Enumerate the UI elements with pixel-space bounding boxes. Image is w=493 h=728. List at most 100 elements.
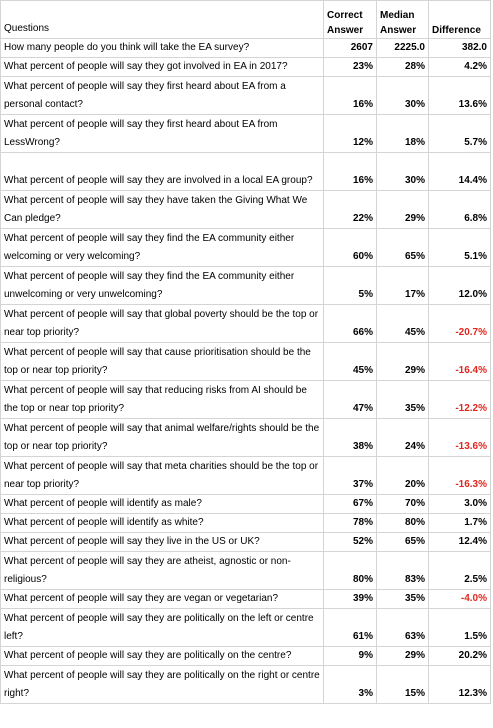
- correct-answer-cell: 78%: [323, 513, 377, 533]
- correct-answer-cell: 47%: [323, 380, 377, 419]
- table-row: What percent of people will say they are…: [0, 646, 491, 666]
- correct-answer-cell: 60%: [323, 228, 377, 267]
- table-row: What percent of people will say they liv…: [0, 532, 491, 552]
- header-median-answer: Median Answer: [376, 0, 429, 39]
- median-answer-cell: 65%: [376, 228, 429, 267]
- question-cell: What percent of people will say that cau…: [0, 342, 324, 381]
- table-row: What percent of people will say they are…: [0, 589, 491, 609]
- median-answer-cell: 63%: [376, 608, 429, 647]
- header-difference: Difference: [428, 0, 491, 39]
- correct-answer-cell: 3%: [323, 665, 377, 704]
- table-row: What percent of people will say they are…: [0, 152, 491, 191]
- difference-cell: 1.7%: [428, 513, 491, 533]
- difference-cell: -13.6%: [428, 418, 491, 457]
- median-answer-cell: 17%: [376, 266, 429, 305]
- question-cell: What percent of people will say they got…: [0, 57, 324, 77]
- question-cell: What percent of people will say they fin…: [0, 266, 324, 305]
- question-cell: How many people do you think will take t…: [0, 38, 324, 58]
- question-cell: What percent of people will say they fir…: [0, 114, 324, 153]
- median-answer-cell: 20%: [376, 456, 429, 495]
- median-answer-cell: 80%: [376, 513, 429, 533]
- table-row: What percent of people will say they hav…: [0, 190, 491, 229]
- table-body: Questions Correct Answer Median Answer D…: [0, 0, 491, 704]
- correct-answer-cell: 16%: [323, 152, 377, 191]
- difference-cell: 4.2%: [428, 57, 491, 77]
- median-answer-cell: 29%: [376, 342, 429, 381]
- correct-answer-cell: 52%: [323, 532, 377, 552]
- question-cell: What percent of people will say they are…: [0, 646, 324, 666]
- median-answer-cell: 83%: [376, 551, 429, 590]
- median-answer-cell: 45%: [376, 304, 429, 343]
- difference-cell: 5.1%: [428, 228, 491, 267]
- correct-answer-cell: 12%: [323, 114, 377, 153]
- header-correct-answer: Correct Answer: [323, 0, 377, 39]
- correct-answer-cell: 22%: [323, 190, 377, 229]
- question-cell: What percent of people will say that glo…: [0, 304, 324, 343]
- question-cell: What percent of people will say they liv…: [0, 532, 324, 552]
- difference-cell: 382.0: [428, 38, 491, 58]
- table-row: What percent of people will say they fir…: [0, 114, 491, 153]
- difference-cell: 14.4%: [428, 152, 491, 191]
- median-answer-cell: 35%: [376, 589, 429, 609]
- table-row: How many people do you think will take t…: [0, 38, 491, 58]
- correct-answer-cell: 80%: [323, 551, 377, 590]
- question-cell: What percent of people will say they hav…: [0, 190, 324, 229]
- question-cell: What percent of people will say that met…: [0, 456, 324, 495]
- question-cell: What percent of people will say they are…: [0, 152, 324, 191]
- table-row: What percent of people will say they are…: [0, 551, 491, 590]
- table-row: What percent of people will say that ani…: [0, 418, 491, 457]
- difference-cell: 20.2%: [428, 646, 491, 666]
- difference-cell: -20.7%: [428, 304, 491, 343]
- difference-cell: 5.7%: [428, 114, 491, 153]
- correct-answer-cell: 39%: [323, 589, 377, 609]
- table-row: What percent of people will say they got…: [0, 57, 491, 77]
- table-row: What percent of people will say that met…: [0, 456, 491, 495]
- correct-answer-cell: 5%: [323, 266, 377, 305]
- difference-cell: 12.4%: [428, 532, 491, 552]
- table-row: What percent of people will say that cau…: [0, 342, 491, 381]
- table-row: What percent of people will identify as …: [0, 513, 491, 533]
- correct-answer-cell: 45%: [323, 342, 377, 381]
- table-row: What percent of people will identify as …: [0, 494, 491, 514]
- difference-cell: 12.3%: [428, 665, 491, 704]
- median-answer-cell: 24%: [376, 418, 429, 457]
- median-answer-cell: 29%: [376, 190, 429, 229]
- question-cell: What percent of people will say they are…: [0, 551, 324, 590]
- difference-cell: 13.6%: [428, 76, 491, 115]
- table-row: What percent of people will say that glo…: [0, 304, 491, 343]
- correct-answer-cell: 23%: [323, 57, 377, 77]
- correct-answer-cell: 16%: [323, 76, 377, 115]
- table-row: What percent of people will say they fin…: [0, 228, 491, 267]
- correct-answer-cell: 2607: [323, 38, 377, 58]
- median-answer-cell: 65%: [376, 532, 429, 552]
- median-answer-cell: 18%: [376, 114, 429, 153]
- correct-answer-cell: 9%: [323, 646, 377, 666]
- question-cell: What percent of people will say they are…: [0, 665, 324, 704]
- difference-cell: -4.0%: [428, 589, 491, 609]
- question-cell: What percent of people will say that red…: [0, 380, 324, 419]
- difference-cell: 1.5%: [428, 608, 491, 647]
- median-answer-cell: 35%: [376, 380, 429, 419]
- correct-answer-cell: 37%: [323, 456, 377, 495]
- table-row: What percent of people will say they fin…: [0, 266, 491, 305]
- difference-cell: 12.0%: [428, 266, 491, 305]
- header-row: Questions Correct Answer Median Answer D…: [0, 0, 491, 39]
- median-answer-cell: 30%: [376, 76, 429, 115]
- question-cell: What percent of people will say they are…: [0, 608, 324, 647]
- difference-cell: 2.5%: [428, 551, 491, 590]
- difference-cell: -16.4%: [428, 342, 491, 381]
- header-questions: Questions: [0, 0, 324, 39]
- question-cell: What percent of people will say they fin…: [0, 228, 324, 267]
- survey-table: Questions Correct Answer Median Answer D…: [0, 0, 491, 704]
- median-answer-cell: 2225.0: [376, 38, 429, 58]
- correct-answer-cell: 61%: [323, 608, 377, 647]
- median-answer-cell: 28%: [376, 57, 429, 77]
- table-row: What percent of people will say they are…: [0, 665, 491, 704]
- correct-answer-cell: 66%: [323, 304, 377, 343]
- difference-cell: 6.8%: [428, 190, 491, 229]
- question-cell: What percent of people will say that ani…: [0, 418, 324, 457]
- question-cell: What percent of people will identify as …: [0, 513, 324, 533]
- median-answer-cell: 29%: [376, 646, 429, 666]
- difference-cell: -12.2%: [428, 380, 491, 419]
- correct-answer-cell: 67%: [323, 494, 377, 514]
